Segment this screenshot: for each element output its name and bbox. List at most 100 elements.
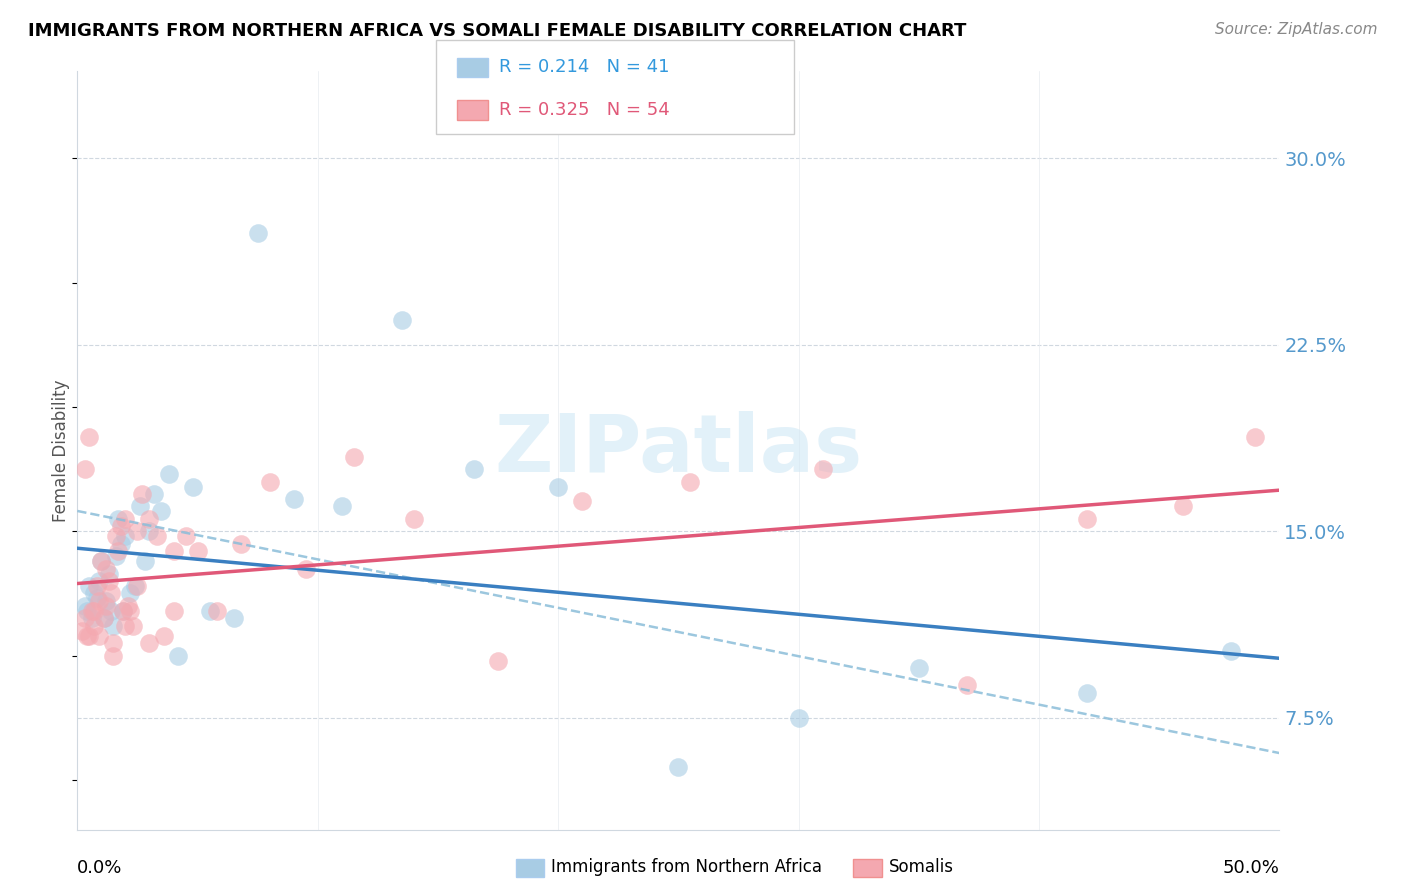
Point — [87, 594, 110, 608]
Point — [131, 487, 153, 501]
Point — [111, 604, 134, 618]
Point — [111, 604, 134, 618]
Point — [121, 618, 143, 632]
Point — [222, 611, 245, 625]
Point — [96, 599, 118, 613]
Point — [127, 579, 149, 593]
Text: Source: ZipAtlas.com: Source: ZipAtlas.com — [1215, 22, 1378, 37]
Point — [103, 618, 125, 632]
Point — [138, 524, 160, 539]
Point — [486, 653, 509, 667]
Text: 50.0%: 50.0% — [1223, 859, 1279, 878]
Y-axis label: Female Disability: Female Disability — [52, 379, 70, 522]
Point — [96, 561, 118, 575]
Point — [76, 629, 98, 643]
Point — [1076, 686, 1098, 700]
Point — [668, 760, 690, 774]
Point — [134, 554, 156, 568]
Point — [107, 544, 129, 558]
Point — [138, 512, 160, 526]
Point — [110, 519, 132, 533]
Point — [1076, 512, 1098, 526]
Point — [93, 611, 115, 625]
Point — [83, 618, 105, 632]
Point — [90, 554, 112, 568]
Point — [283, 491, 305, 506]
Text: IMMIGRANTS FROM NORTHERN AFRICA VS SOMALI FEMALE DISABILITY CORRELATION CHART: IMMIGRANTS FROM NORTHERN AFRICA VS SOMAL… — [28, 22, 966, 40]
Text: ZIPatlas: ZIPatlas — [495, 411, 862, 490]
Point — [908, 661, 931, 675]
Point — [138, 636, 160, 650]
Text: R = 0.214   N = 41: R = 0.214 N = 41 — [499, 59, 669, 77]
Point — [114, 618, 136, 632]
Point — [128, 500, 150, 514]
Point — [79, 629, 101, 643]
Point — [70, 624, 93, 638]
Point — [90, 554, 112, 568]
Point — [124, 579, 146, 593]
Point — [162, 544, 184, 558]
Point — [107, 512, 129, 526]
Point — [96, 594, 118, 608]
Point — [1173, 500, 1195, 514]
Point — [86, 579, 108, 593]
Point — [330, 500, 353, 514]
Point — [229, 537, 252, 551]
Point — [167, 648, 190, 663]
Point — [127, 524, 149, 539]
Point — [956, 678, 979, 692]
Point — [343, 450, 366, 464]
Point — [93, 611, 115, 625]
Text: Immigrants from Northern Africa: Immigrants from Northern Africa — [551, 858, 823, 876]
Point — [76, 604, 98, 618]
Point — [104, 529, 127, 543]
Point — [811, 462, 834, 476]
Point — [198, 604, 221, 618]
Point — [259, 475, 281, 489]
Point — [83, 604, 105, 618]
Point — [162, 604, 184, 618]
Point — [679, 475, 702, 489]
Point — [87, 629, 110, 643]
Text: 0.0%: 0.0% — [77, 859, 122, 878]
Point — [73, 611, 96, 625]
Point — [97, 574, 120, 588]
Point — [79, 430, 101, 444]
Point — [246, 226, 269, 240]
Text: R = 0.325   N = 54: R = 0.325 N = 54 — [499, 101, 669, 119]
Point — [1244, 430, 1267, 444]
Point — [547, 479, 569, 493]
Point — [402, 512, 425, 526]
Point — [80, 611, 103, 625]
Point — [571, 494, 593, 508]
Point — [104, 549, 127, 563]
Point — [80, 604, 103, 618]
Point — [186, 544, 209, 558]
Point — [120, 604, 142, 618]
Point — [73, 462, 96, 476]
Point — [150, 504, 173, 518]
Point — [83, 586, 105, 600]
Point — [787, 711, 810, 725]
Point — [87, 574, 110, 588]
Point — [100, 586, 122, 600]
Point — [1220, 643, 1243, 657]
Point — [97, 566, 120, 581]
Point — [157, 467, 180, 481]
Point — [120, 586, 142, 600]
Point — [103, 636, 125, 650]
Point — [174, 529, 197, 543]
Point — [114, 512, 136, 526]
Text: Somalis: Somalis — [889, 858, 953, 876]
Point — [205, 604, 228, 618]
Point — [181, 479, 204, 493]
Point — [145, 529, 167, 543]
Point — [110, 537, 132, 551]
Point — [294, 561, 316, 575]
Point — [114, 529, 136, 543]
Point — [79, 579, 101, 593]
Point — [100, 604, 122, 618]
Point — [463, 462, 485, 476]
Point — [103, 648, 125, 663]
Point — [391, 313, 413, 327]
